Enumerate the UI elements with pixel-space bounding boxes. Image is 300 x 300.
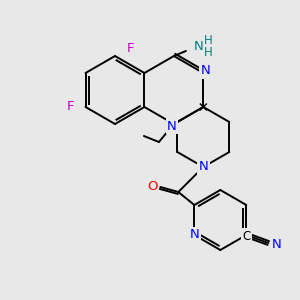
Text: F: F xyxy=(67,100,74,113)
Text: N: N xyxy=(167,119,177,133)
Text: O: O xyxy=(147,181,158,194)
Text: H: H xyxy=(203,46,212,59)
Text: N: N xyxy=(194,40,204,52)
Text: C: C xyxy=(242,230,250,242)
Text: N: N xyxy=(199,160,208,173)
Text: N: N xyxy=(190,229,199,242)
Text: N: N xyxy=(272,238,281,251)
Text: H: H xyxy=(203,34,212,46)
Text: F: F xyxy=(126,41,134,55)
Text: N: N xyxy=(200,64,210,77)
